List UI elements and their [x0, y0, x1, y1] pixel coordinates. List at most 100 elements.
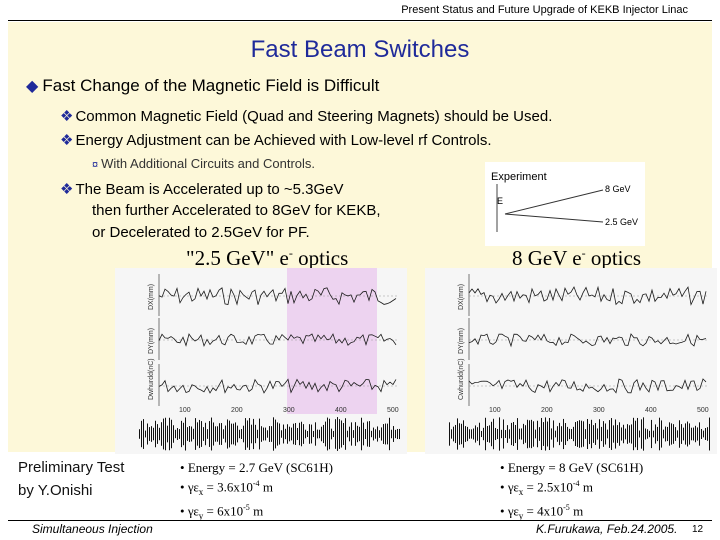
lattice-element [289, 426, 290, 442]
lattice-element [313, 430, 314, 438]
lattice-element [327, 417, 328, 451]
lattice-element [479, 422, 480, 446]
lattice-element [151, 426, 152, 442]
lattice-element [365, 428, 366, 440]
lattice-element [607, 429, 608, 439]
lattice-element [511, 422, 512, 446]
lattice-element [183, 422, 184, 446]
lattice-element [285, 428, 286, 440]
lattice-element [575, 422, 576, 446]
lattice-element [683, 427, 684, 441]
lattice-element [573, 426, 574, 442]
lattice-element [555, 430, 556, 438]
lattice-element [339, 419, 340, 449]
lattice-element [635, 420, 636, 448]
lattice-element [565, 423, 566, 445]
lattice-element [645, 428, 646, 440]
caption-left-energy: • Energy = 2.7 GeV (SC61H) [180, 460, 333, 475]
lattice-element [681, 424, 682, 444]
lattice-element [527, 419, 528, 449]
lattice-element [389, 417, 390, 451]
lattice-element [387, 423, 388, 445]
lattice-element [557, 426, 558, 442]
bullet-main-text: Fast Change of the Magnetic Field is Dif… [42, 76, 380, 95]
lattice-element [353, 430, 354, 438]
lattice-element [503, 419, 504, 449]
sub-bullet-3-line-3: or Decelerated to 2.5GeV for PF. [92, 224, 310, 241]
lattice-element [331, 428, 332, 440]
plot-tick-label: 400 [645, 407, 657, 414]
lattice-element [653, 430, 654, 438]
sub-bullet-1-text: Common Magnetic Field (Quad and Steering… [75, 108, 553, 125]
lattice-element [337, 417, 338, 451]
lattice-element [333, 430, 334, 438]
lattice-element [477, 427, 478, 441]
figure-decel-line [504, 213, 604, 223]
lattice-element [225, 425, 226, 443]
page-number: 12 [692, 524, 704, 535]
lattice-element [197, 422, 198, 446]
lattice-element [345, 418, 346, 450]
lattice-element [537, 420, 538, 448]
bullet-main: ◆ Fast Change of the Magnetic Field is Di… [26, 76, 379, 96]
preliminary-line-2: by Y.Onishi [18, 482, 93, 499]
plot-trace [468, 285, 707, 306]
caption-left-emittance-y: • γεy = 6x10-5 m [180, 502, 264, 521]
lattice-element [141, 420, 142, 448]
lattice-element [449, 422, 450, 446]
energy-diagram: Experiment E 8 GeV 2.5 GeV [491, 171, 638, 232]
lattice-element [155, 420, 156, 448]
lattice-element [385, 423, 386, 445]
lattice-element [173, 425, 174, 443]
lattice-element [615, 419, 616, 449]
lattice-element [577, 421, 578, 447]
lattice-element [465, 426, 466, 442]
lattice-element [293, 423, 294, 445]
lattice-element [567, 426, 568, 442]
lattice-element [167, 425, 168, 443]
lattice-element [349, 426, 350, 442]
lattice-element [379, 430, 380, 438]
lattice-element [233, 423, 234, 445]
lattice-element [603, 421, 604, 447]
lattice-element [237, 425, 238, 443]
lattice-element [177, 428, 178, 440]
lattice-element [343, 423, 344, 445]
lattice-element [281, 430, 282, 438]
plot-tick-label: 100 [489, 407, 501, 414]
lattice-element [169, 417, 170, 451]
sub-bullet-1: ❖ Common Magnetic Field (Quad and Steerin… [60, 107, 552, 125]
lattice-element [239, 429, 240, 439]
lattice-element [643, 417, 644, 451]
plot-tick-label: 300 [593, 407, 605, 414]
figure-experiment-label: Experiment [491, 171, 547, 183]
lattice-element [605, 423, 606, 445]
lattice-element [599, 419, 600, 449]
lattice-element [631, 424, 632, 444]
lattice-element [501, 429, 502, 439]
lattice-element [647, 429, 648, 439]
lattice-element [453, 426, 454, 442]
lattice-element [703, 430, 704, 438]
lattice-element [589, 423, 590, 445]
sub-bullet-2: ❖ Energy Adjustment can be Achieved with … [60, 131, 492, 149]
caption-right-energy: • Energy = 8 GeV (SC61H) [500, 460, 644, 475]
lattice-element [391, 429, 392, 439]
plot-trace [158, 333, 397, 348]
lattice-element [359, 426, 360, 442]
plot-tick-label: 500 [387, 407, 399, 414]
lattice-element [609, 420, 610, 448]
lattice-element [145, 430, 146, 438]
lattice-element [461, 423, 462, 445]
lattice-element [651, 419, 652, 449]
lattice-element [347, 430, 348, 438]
lattice-element [149, 427, 150, 441]
lattice-element [563, 418, 564, 450]
lattice-element [271, 426, 272, 442]
lattice-element [227, 419, 228, 449]
lattice-element [193, 428, 194, 440]
lattice-element [153, 427, 154, 441]
sub-sub-bullet: ¤ With Additional Circuits and Controls. [92, 156, 315, 171]
lattice-element [455, 424, 456, 444]
lattice-element [687, 421, 688, 447]
